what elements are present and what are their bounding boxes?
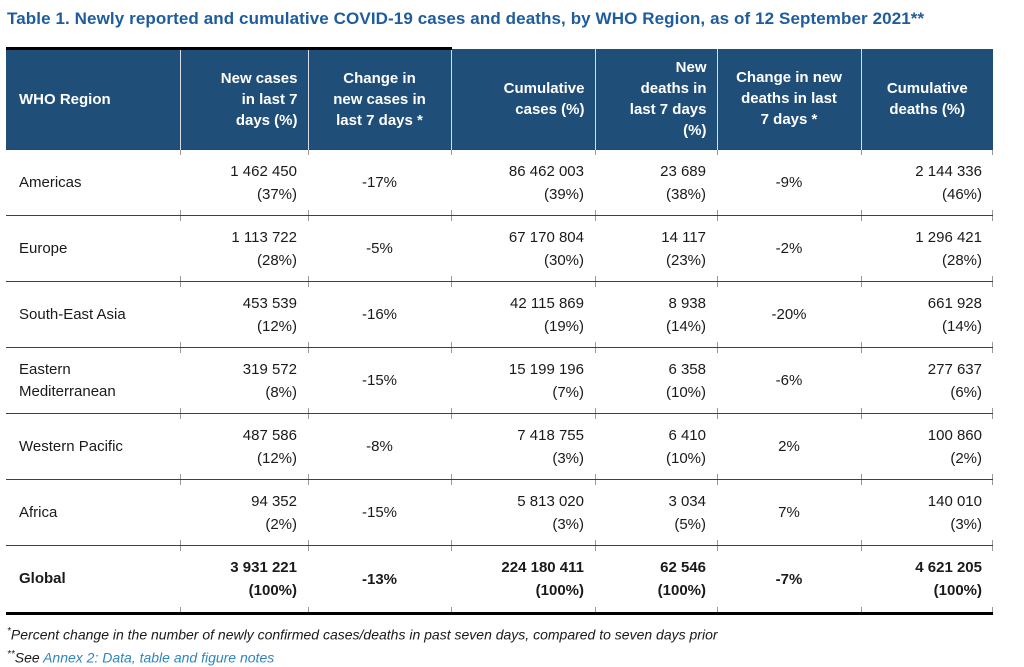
table-row-europe: Europe 1 113 722 (28%) -5% 67 170 804 (3… [6, 215, 993, 282]
change-deaths-cell: 7% [717, 479, 861, 546]
table-title: Table 1. Newly reported and cumulative C… [7, 9, 925, 28]
table-row-eastern-mediterranean: Eastern Mediterranean 319 572 (8%) -15% … [6, 347, 993, 414]
col-header-new-deaths: New deaths in last 7 days (%) [594, 48, 717, 150]
new-cases-cell: 3 931 221 (100%) [180, 545, 308, 614]
table-row-americas: Americas 1 462 450 (37%) -17% 86 462 003… [6, 149, 993, 216]
cumulative-deaths-cell: 100 860 (2%) [861, 413, 993, 480]
cumulative-cases-cell: 7 418 755 (3%) [451, 413, 595, 480]
new-deaths-cell: 8 938 (14%) [595, 281, 717, 348]
covid-region-table: WHO Region New cases in last 7 days (%) … [6, 47, 993, 615]
change-cases-cell: -17% [308, 149, 451, 216]
cumulative-cases-cell: 224 180 411 (100%) [451, 545, 595, 614]
change-cases-cell: -15% [308, 347, 451, 414]
cumulative-cases-cell: 67 170 804 (30%) [451, 215, 595, 282]
change-deaths-cell: -9% [717, 149, 861, 216]
col-header-change-new-cases: Change in new cases in last 7 days * [307, 47, 451, 150]
change-deaths-cell: -2% [717, 215, 861, 282]
footnote-percent-change: *Percent change in the number of newly c… [7, 626, 718, 643]
col-header-cumulative-deaths: Cumulative deaths (%) [860, 48, 993, 150]
change-cases-cell: -5% [308, 215, 451, 282]
footnote-annex: **See Annex 2: Data, table and figure no… [7, 648, 275, 666]
cumulative-deaths-cell: 4 621 205 (100%) [861, 545, 993, 614]
new-cases-cell: 1 113 722 (28%) [180, 215, 308, 282]
change-cases-cell: -16% [308, 281, 451, 348]
cumulative-cases-cell: 86 462 003 (39%) [451, 149, 595, 216]
col-header-change-new-deaths: Change in new deaths in last 7 days * [716, 48, 861, 150]
footnote-asterisk: * [7, 626, 11, 637]
table-header: WHO Region New cases in last 7 days (%) … [6, 47, 993, 150]
change-deaths-cell: 2% [717, 413, 861, 480]
new-cases-cell: 319 572 (8%) [180, 347, 308, 414]
new-cases-cell: 1 462 450 (37%) [180, 149, 308, 216]
cumulative-cases-cell: 42 115 869 (19%) [451, 281, 595, 348]
change-cases-cell: -15% [308, 479, 451, 546]
cumulative-deaths-cell: 661 928 (14%) [861, 281, 993, 348]
new-deaths-cell: 23 689 (38%) [595, 149, 717, 216]
region-cell: Africa [6, 479, 180, 546]
cumulative-deaths-cell: 1 296 421 (28%) [861, 215, 993, 282]
cumulative-cases-cell: 15 199 196 (7%) [451, 347, 595, 414]
cumulative-deaths-cell: 140 010 (3%) [861, 479, 993, 546]
col-header-new-cases: New cases in last 7 days (%) [179, 47, 308, 150]
new-deaths-cell: 6 410 (10%) [595, 413, 717, 480]
new-deaths-cell: 6 358 (10%) [595, 347, 717, 414]
col-header-cumulative-cases: Cumulative cases (%) [450, 48, 595, 150]
new-cases-cell: 94 352 (2%) [180, 479, 308, 546]
table-row-south-east-asia: South-East Asia 453 539 (12%) -16% 42 11… [6, 281, 993, 348]
region-cell: Eastern Mediterranean [6, 347, 180, 414]
change-deaths-cell: -6% [717, 347, 861, 414]
region-cell: Americas [6, 149, 180, 216]
region-cell: Europe [6, 215, 180, 282]
table-body: Americas 1 462 450 (37%) -17% 86 462 003… [6, 149, 993, 614]
change-cases-cell: -8% [308, 413, 451, 480]
region-cell: Western Pacific [6, 413, 180, 480]
new-cases-cell: 487 586 (12%) [180, 413, 308, 480]
change-cases-cell: -13% [308, 545, 451, 614]
table-row-africa: Africa 94 352 (2%) -15% 5 813 020 (3%) 3… [6, 479, 993, 546]
new-cases-cell: 453 539 (12%) [180, 281, 308, 348]
footnote-double-asterisk: ** [7, 648, 15, 660]
cumulative-cases-cell: 5 813 020 (3%) [451, 479, 595, 546]
new-deaths-cell: 62 546 (100%) [595, 545, 717, 614]
new-deaths-cell: 3 034 (5%) [595, 479, 717, 546]
new-deaths-cell: 14 117 (23%) [595, 215, 717, 282]
change-deaths-cell: -20% [717, 281, 861, 348]
col-header-who-region: WHO Region [6, 47, 180, 150]
table-row-western-pacific: Western Pacific 487 586 (12%) -8% 7 418 … [6, 413, 993, 480]
change-deaths-cell: -7% [717, 545, 861, 614]
region-cell: South-East Asia [6, 281, 180, 348]
cumulative-deaths-cell: 2 144 336 (46%) [861, 149, 993, 216]
footnotes: *Percent change in the number of newly c… [6, 622, 994, 667]
cumulative-deaths-cell: 277 637 (6%) [861, 347, 993, 414]
table-row-global-total: Global 3 931 221 (100%) -13% 224 180 411… [6, 545, 993, 614]
annex-link[interactable]: Annex 2: Data, table and figure notes [43, 649, 275, 666]
region-cell: Global [6, 545, 180, 614]
